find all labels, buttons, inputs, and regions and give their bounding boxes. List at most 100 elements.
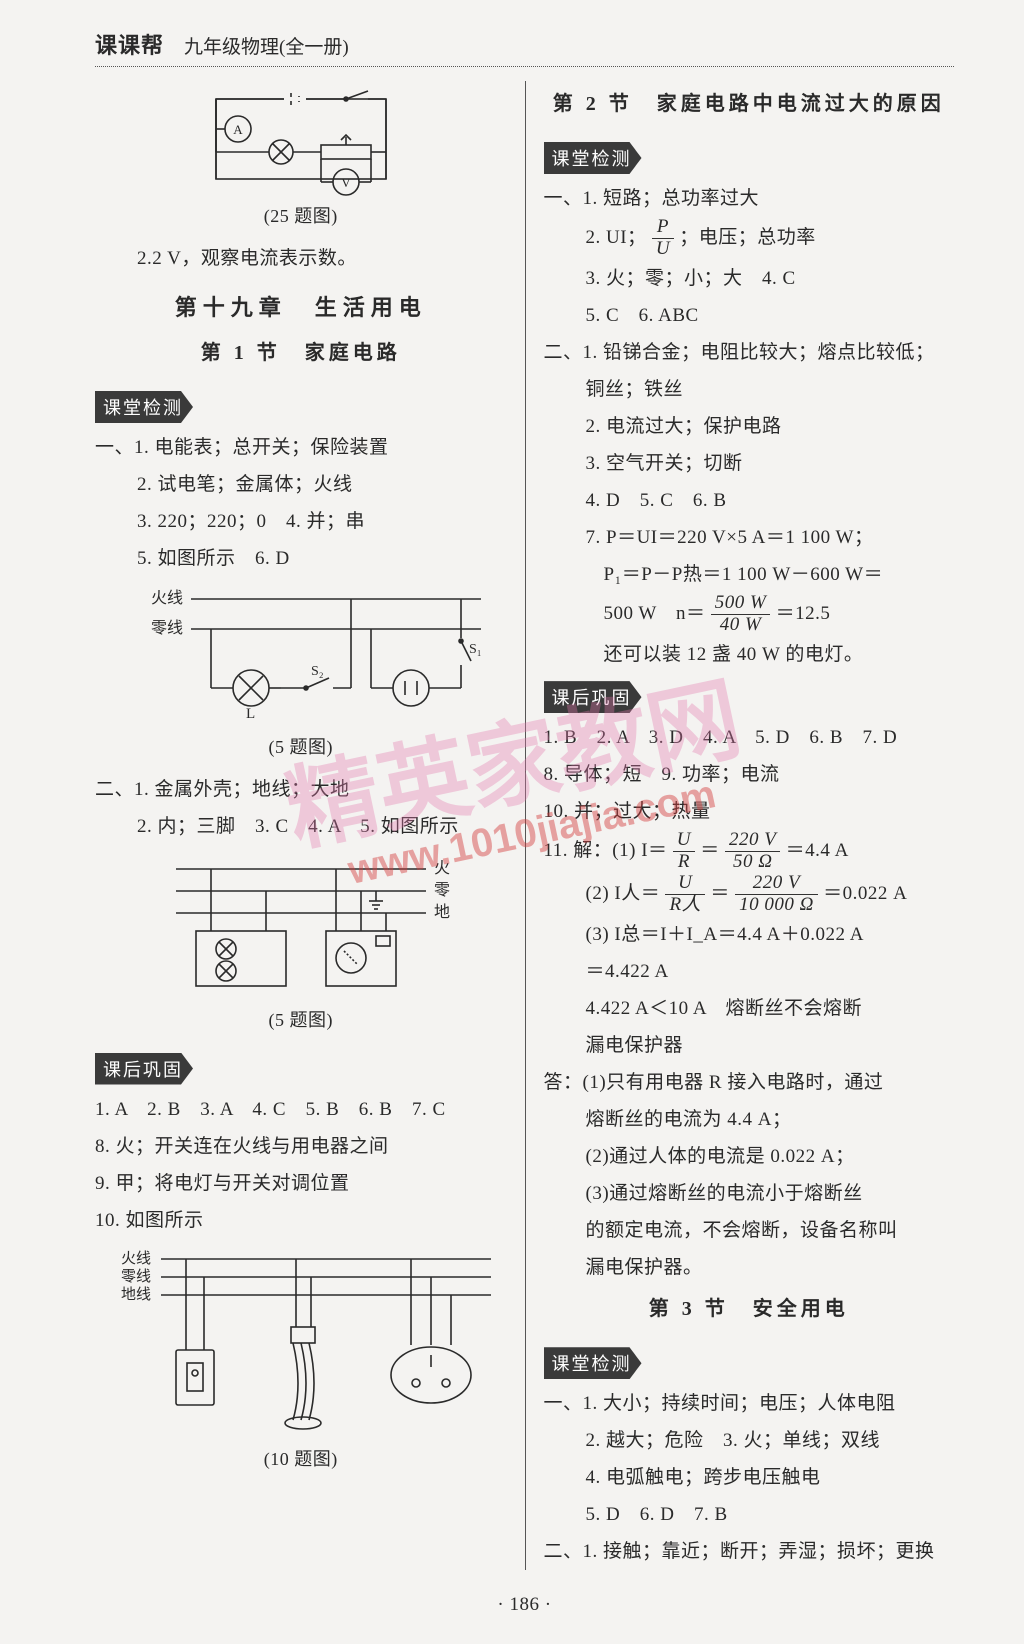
circuit-5b-svg: 火 零 地 bbox=[136, 851, 466, 1001]
r-ct2-7c-pre: 500 W n＝ bbox=[604, 603, 706, 624]
svg-text:地: 地 bbox=[434, 903, 450, 921]
svg-text:零线: 零线 bbox=[151, 619, 183, 637]
svg-text:火: 火 bbox=[434, 860, 450, 877]
r-ans3c: 漏电保护器。 bbox=[544, 1249, 955, 1286]
r-ct3: 3. 火；零；小；大 4. C bbox=[544, 260, 955, 297]
r-hw11c: (3) I总＝I＋I_A＝4.4 A＋0.022 A bbox=[544, 916, 955, 953]
frac-220-50: 220 V 50 Ω bbox=[725, 830, 780, 873]
hw2: 8. 火；开关连在火线与用电器之间 bbox=[95, 1128, 507, 1165]
r-ct4: 5. C 6. ABC bbox=[544, 297, 955, 334]
r-hw2: 8. 导体；短 9. 功率；电流 bbox=[544, 756, 955, 793]
badge-classtest-right: 课堂检测 bbox=[544, 142, 642, 174]
s3-4: 5. D 6. D 7. B bbox=[544, 1496, 955, 1533]
svg-text:A: A bbox=[233, 122, 243, 137]
circuit-5a-svg: 火线 零线 S₁ S₂ bbox=[111, 583, 491, 728]
page-number: · 186 · bbox=[95, 1586, 954, 1623]
svg-text:L: L bbox=[246, 706, 255, 722]
r-hw11c2: ＝4.422 A bbox=[544, 953, 955, 990]
r-ans3b: 的额定电流，不会熔断，设备名称叫 bbox=[544, 1212, 955, 1249]
r-hw11d: 4.422 A＜10 A 熔断丝不会熔断 bbox=[544, 990, 955, 1027]
r-ct2-7c: 500 W n＝ 500 W 40 W ＝12.5 bbox=[544, 593, 955, 636]
frac-u-rren: U R人 bbox=[665, 873, 705, 916]
r-ct2-3: 3. 空气开关；切断 bbox=[544, 445, 955, 482]
svg-text:零线: 零线 bbox=[121, 1268, 151, 1285]
svg-text:零: 零 bbox=[434, 882, 450, 899]
badge-classtest-left: 课堂检测 bbox=[95, 391, 193, 423]
frac-10000: 10 000 Ω bbox=[735, 895, 818, 916]
figure-5b: 火 零 地 bbox=[95, 851, 507, 1001]
ct2-2: 2. 内；三脚 3. C 4. A 5. 如图所示 bbox=[95, 808, 507, 845]
hw3: 9. 甲；将电灯与开关对调位置 bbox=[95, 1165, 507, 1202]
svg-text:S₂: S₂ bbox=[311, 664, 324, 679]
s3-3: 4. 电弧触电；跨步电压触电 bbox=[544, 1459, 955, 1496]
badge-classtest-s3: 课堂检测 bbox=[544, 1347, 642, 1379]
section-2-title: 第 2 节 家庭电路中电流过大的原因 bbox=[544, 85, 955, 124]
circuit-10-svg: 火线 零线 地线 bbox=[101, 1245, 501, 1440]
r-ct2-2: 2. 电流过大；保护电路 bbox=[544, 408, 955, 445]
svg-text:火线: 火线 bbox=[121, 1250, 151, 1267]
page-header: 课课帮 九年级物理(全一册) bbox=[95, 28, 954, 67]
s3-2: 2. 越大；危险 3. 火；单线；双线 bbox=[544, 1422, 955, 1459]
eq2: ＝ bbox=[710, 883, 730, 904]
fig5b-caption: (5 题图) bbox=[95, 1003, 507, 1038]
eq1: ＝ bbox=[700, 840, 720, 861]
r-ans1a: 答：(1)只有用电器 R 接入电路时，通过 bbox=[544, 1064, 955, 1101]
r-hw3: 10. 并；过大；热量 bbox=[544, 793, 955, 830]
frac-rren: R人 bbox=[665, 895, 705, 916]
svg-text:地线: 地线 bbox=[121, 1286, 151, 1303]
figure-10: 火线 零线 地线 bbox=[95, 1245, 507, 1440]
r-hw1: 1. B 2. A 3. D 4. A 5. D 6. B 7. D bbox=[544, 719, 955, 756]
frac-500: 500 W bbox=[711, 593, 771, 615]
badge-homework-left: 课后巩固 bbox=[95, 1053, 193, 1085]
frac-220: 220 V bbox=[725, 830, 780, 852]
frac-u2: U bbox=[665, 873, 705, 895]
badge-homework-right: 课后巩固 bbox=[544, 681, 642, 713]
ct2-1: 二、1. 金属外壳；地线；大地 bbox=[95, 771, 507, 808]
r-hw11e: 漏电保护器 bbox=[544, 1027, 955, 1064]
r-ct2a: 2. UI； bbox=[586, 227, 647, 248]
r-ct2-4: 4. D 5. C 6. B bbox=[544, 482, 955, 519]
left-column: A V bbox=[95, 81, 525, 1570]
frac-den: U bbox=[652, 239, 674, 260]
circuit-25-svg: A V bbox=[196, 87, 406, 197]
hw1: 1. A 2. B 3. A 4. C 5. B 6. B 7. C bbox=[95, 1091, 507, 1128]
s3-1: 一、1. 大小；持续时间；电压；人体电阻 bbox=[544, 1385, 955, 1422]
frac-u: U bbox=[673, 830, 695, 852]
r-ct2b: ；电压；总功率 bbox=[679, 227, 816, 248]
section-1-title: 第 1 节 家庭电路 bbox=[95, 334, 507, 373]
figure-q25: A V bbox=[95, 87, 507, 197]
line-2-2v: 2.2 V，观察电流表示数。 bbox=[95, 240, 507, 277]
r-ct1: 一、1. 短路；总功率过大 bbox=[544, 180, 955, 217]
r-ct2-1: 二、1. 铅锑合金；电阻比较大；熔点比较低； bbox=[544, 334, 955, 371]
r-hw11a: 11. 解：(1) I＝ U R ＝ 220 V 50 Ω ＝4.4 A bbox=[544, 830, 955, 873]
svg-text:火线: 火线 bbox=[151, 589, 183, 607]
r-ct2-1b: 铜丝；铁丝 bbox=[544, 371, 955, 408]
r-ct2: 2. UI； P U ；电压；总功率 bbox=[544, 217, 955, 260]
frac-500-40: 500 W 40 W bbox=[711, 593, 771, 636]
frac-u-r: U R bbox=[673, 830, 695, 873]
right-column: 第 2 节 家庭电路中电流过大的原因 课堂检测 一、1. 短路；总功率过大 2.… bbox=[525, 81, 955, 1570]
s3-5: 二、1. 接触；靠近；断开；弄湿；损坏；更换 bbox=[544, 1533, 955, 1570]
header-brand: 课课帮 bbox=[95, 28, 164, 60]
fig25-caption: (25 题图) bbox=[95, 199, 507, 234]
fig5a-caption: (5 题图) bbox=[95, 730, 507, 765]
frac-r: R bbox=[673, 852, 695, 873]
r-ct2-7c-post: ＝12.5 bbox=[776, 603, 831, 624]
r-ct2-7d: 还可以装 12 盏 40 W 的电灯。 bbox=[544, 636, 955, 673]
fig10-caption: (10 题图) bbox=[95, 1442, 507, 1477]
frac-40: 40 W bbox=[711, 615, 771, 636]
page-root: 课课帮 九年级物理(全一册) A bbox=[0, 0, 1024, 1644]
frac-220b: 220 V bbox=[735, 873, 818, 895]
ct-3: 3. 220；220；0 4. 并；串 bbox=[95, 503, 507, 540]
r-hw11b-pre: (2) I人＝ bbox=[586, 883, 661, 904]
r-hw11b: (2) I人＝ U R人 ＝ 220 V 10 000 Ω ＝0.022 A bbox=[544, 873, 955, 916]
ct-2: 2. 试电笔；金属体；火线 bbox=[95, 466, 507, 503]
svg-text:V: V bbox=[341, 175, 351, 190]
section-3-title: 第 3 节 安全用电 bbox=[544, 1290, 955, 1329]
hw4: 10. 如图所示 bbox=[95, 1202, 507, 1239]
r-ans1b: 熔断丝的电流为 4.4 A； bbox=[544, 1101, 955, 1138]
r-ans3a: (3)通过熔断丝的电流小于熔断丝 bbox=[544, 1175, 955, 1212]
header-subtitle: 九年级物理(全一册) bbox=[184, 32, 349, 59]
svg-text:S₁: S₁ bbox=[469, 642, 482, 657]
chapter-19-title: 第十九章 生活用电 bbox=[95, 287, 507, 330]
